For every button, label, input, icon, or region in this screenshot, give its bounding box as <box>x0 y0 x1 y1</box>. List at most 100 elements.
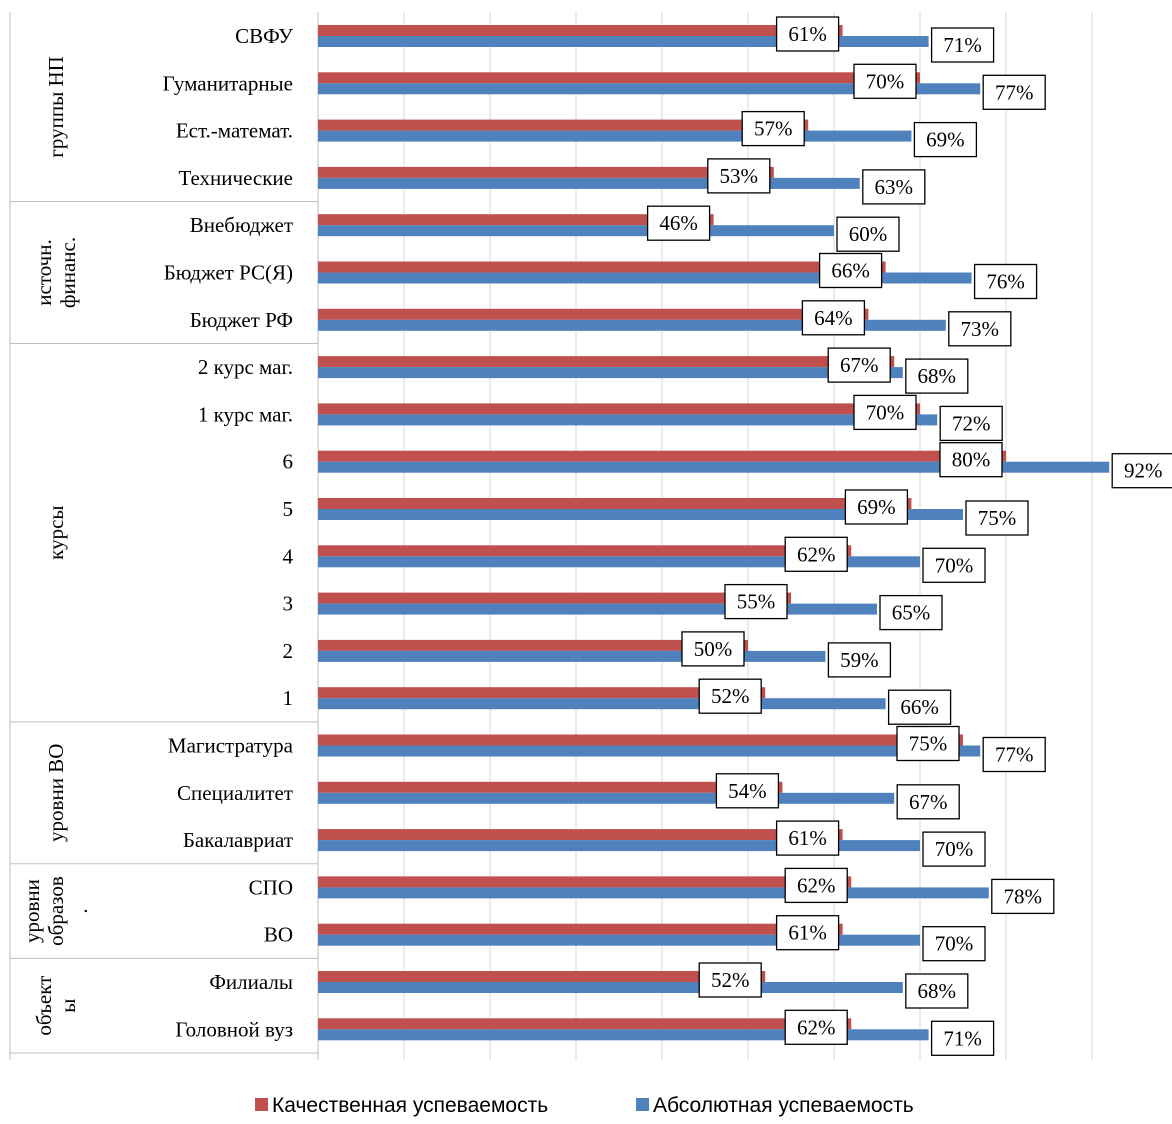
bar-quality <box>318 829 843 841</box>
data-label-quality: 80% <box>939 442 1003 478</box>
bar-absolute <box>318 650 826 662</box>
svg-text:61%: 61% <box>788 826 827 850</box>
bar-quality <box>318 450 1006 462</box>
bars <box>318 25 1110 1041</box>
category-label: Ест.-математ. <box>176 119 293 143</box>
data-label-quality: 66% <box>818 252 883 289</box>
category-label: 3 <box>283 592 294 616</box>
data-label-absolute: 66% <box>887 689 952 725</box>
data-label-quality: 70% <box>853 394 917 431</box>
svg-text:62%: 62% <box>797 542 836 566</box>
category-label: Внебюджет <box>190 213 293 237</box>
svg-text:60%: 60% <box>849 222 888 246</box>
data-label-quality: 61% <box>775 915 840 951</box>
svg-text:62%: 62% <box>797 873 836 897</box>
svg-text:71%: 71% <box>943 1026 982 1050</box>
svg-text:66%: 66% <box>831 259 870 283</box>
svg-text:61%: 61% <box>788 22 827 46</box>
group-label: уровниобразов. <box>20 876 92 946</box>
data-label-quality: 50% <box>681 631 745 667</box>
svg-text:52%: 52% <box>711 684 750 708</box>
category-label: Технические <box>178 166 293 190</box>
bar-quality <box>318 119 809 131</box>
data-label-absolute: 63% <box>862 169 926 205</box>
data-label-absolute: 75% <box>965 500 1029 536</box>
group-label: объекты <box>32 976 80 1036</box>
bar-quality <box>318 261 886 273</box>
category-label: Бюджет РФ <box>190 308 293 332</box>
group-label: группы НП <box>44 56 68 158</box>
svg-text:92%: 92% <box>1124 459 1163 483</box>
data-label-quality: 54% <box>715 773 780 809</box>
svg-text:75%: 75% <box>978 506 1017 530</box>
group-labels: группы НП источн.финанс. курсы уровни ВО уро… <box>20 56 92 1035</box>
data-label-absolute: 65% <box>879 594 943 631</box>
bar-absolute <box>318 1029 929 1041</box>
data-label-absolute: 70% <box>922 831 986 867</box>
svg-text:69%: 69% <box>857 495 896 519</box>
svg-text:77%: 77% <box>995 743 1034 767</box>
bar-absolute <box>318 83 981 95</box>
data-label-absolute: 73% <box>948 311 1012 347</box>
bar-absolute <box>318 461 1110 473</box>
group-label: источн.финанс. <box>32 237 80 308</box>
data-label-quality: 52% <box>698 962 762 998</box>
category-label: Гуманитарные <box>163 71 293 95</box>
data-label-quality: 57% <box>741 110 805 147</box>
bar-quality <box>318 876 852 888</box>
svg-text:61%: 61% <box>788 921 827 945</box>
data-labels: 71%61%77%70%69%57%63%53%60%46%76%66%73%6… <box>646 16 1172 1056</box>
bar-quality <box>318 403 920 415</box>
bar-quality <box>318 971 766 982</box>
svg-text:52%: 52% <box>711 968 750 992</box>
category-label: 2 курс маг. <box>198 355 293 379</box>
bar-quality <box>318 72 920 84</box>
data-label-absolute: 77% <box>982 74 1046 110</box>
svg-text:62%: 62% <box>797 1015 836 1039</box>
category-label: Бакалавриат <box>183 828 293 852</box>
svg-text:69%: 69% <box>926 128 965 152</box>
svg-text:50%: 50% <box>694 637 733 661</box>
bar-absolute <box>318 367 903 379</box>
category-label: 6 <box>283 450 294 474</box>
bar-absolute <box>318 272 972 284</box>
legend-swatch-quality <box>255 1098 268 1111</box>
data-label-quality: 67% <box>827 347 891 383</box>
category-label: Магистратура <box>168 734 294 758</box>
legend-label-quality: Качественная успеваемость <box>272 1094 548 1117</box>
category-label: Бюджет РС(Я) <box>164 261 293 285</box>
svg-text:46%: 46% <box>659 211 698 235</box>
svg-text:68%: 68% <box>918 979 957 1003</box>
svg-text:72%: 72% <box>952 411 991 435</box>
group-label: курсы <box>44 505 68 559</box>
data-label-absolute: 76% <box>973 263 1038 300</box>
bar-absolute <box>318 509 963 520</box>
bar-quality <box>318 923 843 935</box>
category-label: 4 <box>283 544 294 568</box>
data-label-absolute: 77% <box>982 736 1046 773</box>
category-label: СВФУ <box>235 24 293 48</box>
svg-text:67%: 67% <box>840 353 879 377</box>
svg-text:70%: 70% <box>866 69 905 93</box>
legend: Качественная успеваемость Абсолютная успе… <box>255 1094 914 1117</box>
bar-absolute <box>318 603 877 615</box>
svg-text:70%: 70% <box>935 837 974 861</box>
svg-text:70%: 70% <box>935 553 974 577</box>
svg-text:77%: 77% <box>995 80 1034 104</box>
bar-quality <box>318 308 869 320</box>
svg-text:54%: 54% <box>728 779 767 803</box>
data-label-absolute: 70% <box>922 547 986 583</box>
data-label-absolute: 92% <box>1111 453 1172 489</box>
data-label-quality: 64% <box>801 300 866 336</box>
bar-absolute <box>318 225 834 237</box>
data-label-absolute: 78% <box>991 878 1055 915</box>
data-label-quality: 75% <box>896 725 960 762</box>
data-label-quality: 61% <box>775 820 840 856</box>
bar-quality <box>318 592 791 604</box>
bar-absolute <box>318 745 981 757</box>
bar-quality <box>318 639 748 651</box>
svg-text:64%: 64% <box>814 306 853 330</box>
svg-text:67%: 67% <box>909 790 948 814</box>
category-label: 1 курс маг. <box>198 402 293 426</box>
